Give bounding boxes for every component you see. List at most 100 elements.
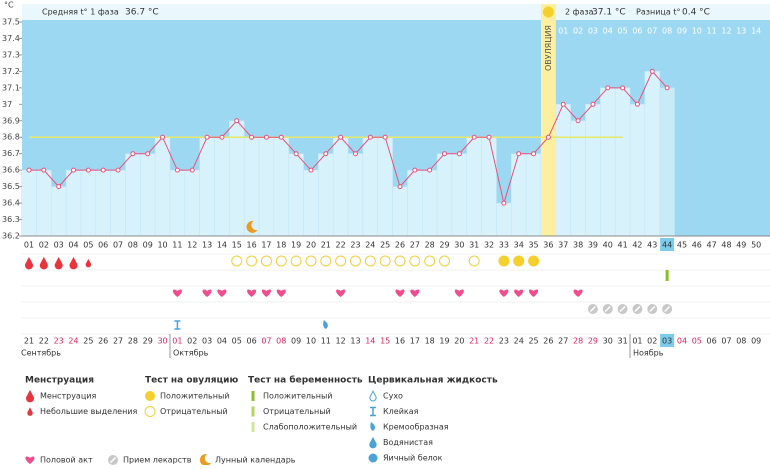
temp-point xyxy=(234,118,240,124)
legend-item: Положительный xyxy=(160,392,229,401)
date-label: 20 xyxy=(454,337,464,346)
pill-line xyxy=(664,305,671,313)
date-label: 08 xyxy=(276,337,286,346)
ovulation-sun xyxy=(542,6,554,18)
date-label: 03 xyxy=(202,337,212,346)
temp-point xyxy=(130,151,136,157)
date-label: 19 xyxy=(439,337,449,346)
date-label: 21 xyxy=(24,337,34,346)
phase2-day: 04 xyxy=(603,27,613,36)
date-label: 18 xyxy=(425,337,435,346)
heart xyxy=(499,289,509,297)
temp-point xyxy=(56,184,62,190)
ovulation-test-negative xyxy=(349,255,361,267)
creamy xyxy=(370,422,376,431)
date-label: 22 xyxy=(39,337,49,346)
legend-icon xyxy=(368,453,378,463)
ovulation-test-negative xyxy=(379,255,391,267)
date-label: 29 xyxy=(588,337,598,346)
temp-point xyxy=(545,134,551,140)
legend-item: Отрицательный xyxy=(263,407,331,416)
x-tick-label: 12 xyxy=(187,241,197,250)
x-tick-label: 31 xyxy=(469,241,479,250)
temp-point xyxy=(501,200,507,206)
ovulation-test-negative xyxy=(424,255,436,267)
today-date-box xyxy=(660,334,675,347)
temp-point xyxy=(204,134,210,140)
x-tick-label: 08 xyxy=(128,241,138,250)
pill-line xyxy=(634,305,641,313)
temp-point xyxy=(605,85,611,91)
date-label: 27 xyxy=(113,337,123,346)
temp-point xyxy=(278,134,284,140)
day-column xyxy=(229,120,245,237)
pill-line xyxy=(589,305,596,313)
date-label: 04 xyxy=(217,337,227,346)
heart xyxy=(276,289,286,297)
temp-point xyxy=(456,151,462,157)
x-tick-label: 05 xyxy=(83,241,93,250)
temp-point xyxy=(249,134,255,140)
legend-item: Водянистая xyxy=(383,438,433,447)
temp-point xyxy=(115,167,121,173)
date-label: 24 xyxy=(68,337,78,346)
date-label: 08 xyxy=(736,337,746,346)
day-column xyxy=(110,169,126,237)
day-column xyxy=(288,153,304,237)
day-column xyxy=(436,153,453,237)
date-label: 02 xyxy=(647,337,657,346)
ovulation-test-negative xyxy=(394,255,406,267)
day-column xyxy=(629,104,646,237)
x-tick-label: 40 xyxy=(603,241,613,250)
date-label: 16 xyxy=(395,337,405,346)
legend-icon xyxy=(145,391,155,401)
ovulation-test-negative xyxy=(305,255,317,267)
x-tick-label: 06 xyxy=(98,241,108,250)
phase2-day: 14 xyxy=(751,27,761,36)
legend-item: Сухо xyxy=(383,392,403,401)
date-label: 09 xyxy=(751,337,761,346)
phase2-value: 37.1 °C xyxy=(592,8,626,18)
phase2-day: 01 xyxy=(558,27,568,36)
y-tick-label: 36.5 xyxy=(2,182,20,191)
x-tick-label: 47 xyxy=(707,241,717,250)
legend-title: Цервикальная жидкость xyxy=(368,376,498,386)
month-label: Октябрь xyxy=(173,349,209,358)
x-tick-label: 25 xyxy=(380,241,390,250)
temp-point xyxy=(590,101,596,107)
x-tick-label: 21 xyxy=(321,241,331,250)
day-column xyxy=(644,71,660,237)
phase2-label: 2 фаза xyxy=(565,8,594,17)
x-tick-label: 34 xyxy=(514,241,524,250)
heart xyxy=(514,289,524,297)
phase1-label: Средняя t° 1 фаза xyxy=(42,8,119,17)
date-label: 03 xyxy=(662,337,672,346)
menstruation-drop xyxy=(25,256,33,270)
spotting-drop xyxy=(85,258,92,268)
date-label: 04 xyxy=(677,337,687,346)
header-strip xyxy=(22,4,770,20)
x-tick-label: 46 xyxy=(692,241,702,250)
day-column xyxy=(347,153,364,237)
legend-icon xyxy=(251,422,255,432)
temp-point xyxy=(323,151,329,157)
x-tick-label: 41 xyxy=(618,241,628,250)
x-tick-label: 38 xyxy=(573,241,583,250)
temp-point xyxy=(41,167,47,173)
y-tick-label: 37.2 xyxy=(2,67,20,76)
date-label: 17 xyxy=(410,337,420,346)
x-tick-label: 14 xyxy=(217,241,227,250)
temp-point xyxy=(85,167,91,173)
date-label: 05 xyxy=(692,337,702,346)
day-column xyxy=(140,153,156,237)
x-tick-label: 48 xyxy=(721,241,731,250)
date-label: 13 xyxy=(350,337,360,346)
y-tick-label: 36.4 xyxy=(2,199,20,208)
x-tick-label: 36 xyxy=(543,241,553,250)
ovulation-test-negative xyxy=(335,255,347,267)
temp-point xyxy=(397,184,403,190)
y-tick-label: 36.6 xyxy=(2,166,20,175)
legend-icon xyxy=(251,391,255,401)
legend-item: Положительный xyxy=(263,392,332,401)
temp-point xyxy=(263,134,269,140)
